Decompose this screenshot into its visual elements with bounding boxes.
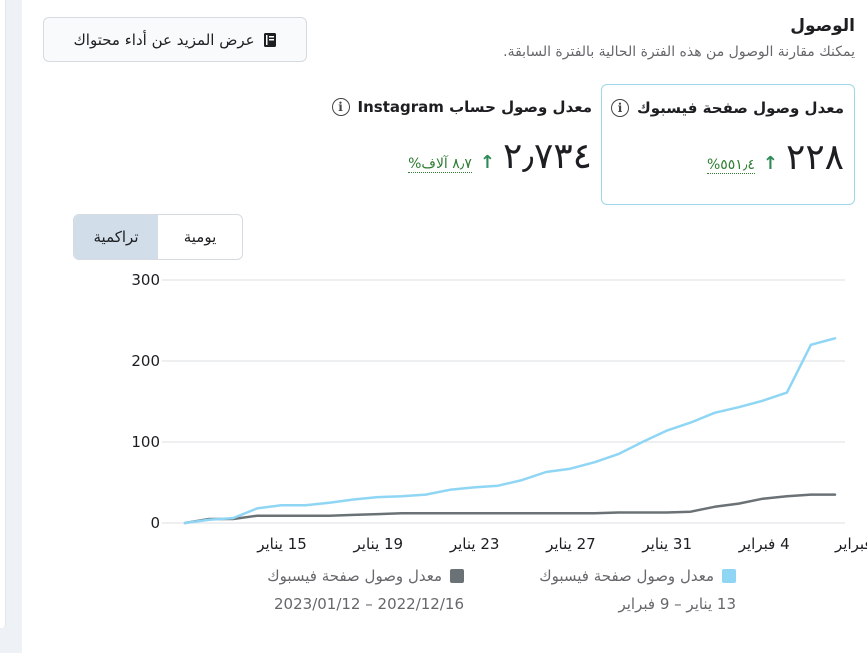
legend-current-range: 13 يناير – 9 فبراير <box>618 595 736 613</box>
info-icon[interactable]: i <box>331 98 350 116</box>
legend-previous-period[interactable]: معدل وصول صفحة فيسبوك 2022/12/16 – 2023/… <box>234 567 464 613</box>
toggle-cumulative[interactable]: تراكمية <box>74 215 158 259</box>
y-tick-label: 300 <box>131 271 160 289</box>
y-tick-label: 100 <box>131 433 160 451</box>
view-more-label: عرض المزيد عن أداء محتواك <box>73 30 255 49</box>
y-tick-label: 200 <box>131 352 160 370</box>
section-title: الوصول <box>790 16 855 36</box>
y-tick-label: 0 <box>150 514 160 532</box>
x-tick-label: 31 يناير <box>641 535 692 553</box>
x-tick-label: 4 فبراير <box>738 535 790 553</box>
toggle-daily[interactable]: يومية <box>183 228 217 246</box>
legend-current-period[interactable]: معدل وصول صفحة فيسبوك 13 يناير – 9 فبراي… <box>504 567 736 613</box>
legend-swatch-previous <box>450 569 464 583</box>
metric-instagram-label: معدل وصول حساب Instagram <box>357 98 593 116</box>
left-rail <box>0 0 6 628</box>
metric-facebook-reach[interactable]: معدل وصول صفحة فيسبوك i ٢٢٨ ↑ ٥٥١٫٤% <box>601 84 855 205</box>
reach-line-chart: 0 100 200 300 15 يناير 19 يناير 23 يناير 27 ينا… <box>131 271 867 553</box>
series-line-current <box>183 337 837 525</box>
legend-previous-name: معدل وصول صفحة فيسبوك <box>267 567 442 585</box>
legend-previous-range: 2022/12/16 – 2023/01/12 <box>274 595 464 613</box>
view-mode-toggle: تراكمية يومية <box>73 214 243 260</box>
legend-swatch-current <box>722 569 736 583</box>
x-tick-label: 15 يناير <box>256 535 307 553</box>
x-tick-label: 8 فبراير <box>834 535 867 553</box>
metric-instagram-reach[interactable]: معدل وصول حساب Instagram i ٢٫٧٣٤ ↑ ٨٫٧ آ… <box>304 84 596 205</box>
metric-facebook-value: ٢٢٨ <box>785 137 844 178</box>
reach-card: الوصول يمكنك مقارنة الوصول من هذه الفترة… <box>22 0 867 653</box>
metric-instagram-change[interactable]: ٨٫٧ آلاف% <box>408 156 472 173</box>
arrow-up-icon: ↑ <box>762 153 778 174</box>
metric-facebook-label: معدل وصول صفحة فيسبوك <box>636 99 844 117</box>
section-subtitle: يمكنك مقارنة الوصول من هذه الفترة الحالي… <box>503 44 855 60</box>
x-tick-label: 19 يناير <box>353 535 404 553</box>
legend-current-name: معدل وصول صفحة فيسبوك <box>539 567 714 585</box>
series-line-previous <box>183 493 837 525</box>
arrow-up-icon: ↑ <box>479 152 495 173</box>
x-tick-label: 27 يناير <box>545 535 596 553</box>
info-icon[interactable]: i <box>610 99 629 117</box>
notebook-icon <box>263 32 277 48</box>
x-tick-label: 23 يناير <box>449 535 500 553</box>
metric-facebook-change[interactable]: ٥٥١٫٤% <box>706 157 755 174</box>
view-more-content-button[interactable]: عرض المزيد عن أداء محتواك <box>43 17 307 62</box>
metric-instagram-value: ٢٫٧٣٤ <box>502 136 592 177</box>
